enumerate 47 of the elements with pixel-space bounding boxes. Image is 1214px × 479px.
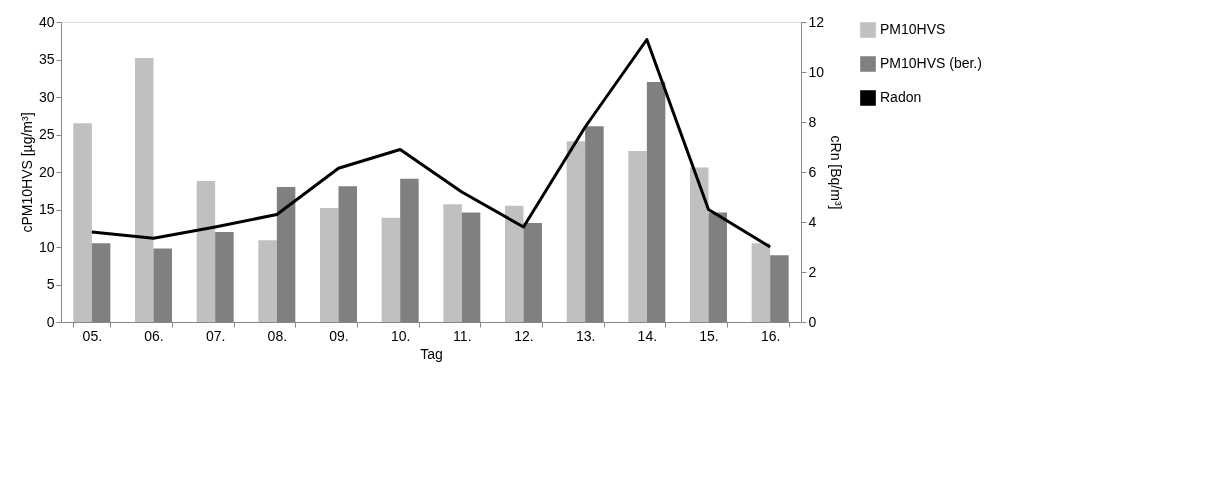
y2-tick-label: 2	[808, 263, 817, 280]
y-tick-label: 40	[38, 13, 55, 30]
x-tick-label: 15.	[699, 327, 719, 344]
y-tick-label: 10	[38, 238, 55, 255]
y2-tick-label: 4	[808, 213, 817, 230]
y-axis-title: cPM10HVS [µg/m³]	[18, 112, 35, 233]
bar	[258, 240, 277, 322]
y-tick-label: 35	[38, 51, 55, 67]
bar	[320, 208, 339, 322]
y2-tick-label: 12	[808, 13, 825, 30]
bar	[381, 217, 401, 322]
bar	[135, 58, 154, 322]
bar	[505, 205, 524, 322]
bar	[628, 151, 647, 322]
bar	[751, 243, 771, 322]
y-tick-label: 20	[38, 163, 55, 180]
bar	[73, 123, 92, 322]
x-tick-label: 09.	[329, 327, 349, 344]
y-tick-label: 0	[46, 313, 55, 330]
y2-tick-label: 6	[808, 163, 817, 180]
x-tick-label: 14.	[637, 327, 658, 344]
bar	[196, 181, 216, 322]
y2-tick-label: 8	[808, 113, 817, 130]
line-series	[90, 38, 772, 249]
x-tick-label: 12.	[514, 327, 534, 344]
x-tick-label: 13.	[575, 327, 596, 344]
bar	[566, 141, 586, 322]
x-axis-title: Tag	[420, 345, 443, 362]
x-tick-label: 10.	[390, 327, 411, 344]
x-tick-label: 08.	[267, 327, 288, 344]
legend-label: PM10HVS (ber.)	[880, 55, 982, 71]
y2-axis-title: cRn [Bq/m³]	[828, 135, 845, 210]
x-tick-label: 16.	[760, 327, 781, 344]
y-tick-label: 5	[46, 276, 55, 292]
y2-tick-label: 10	[808, 63, 825, 80]
x-tick-label: 06.	[144, 327, 164, 344]
legend-label: Radon	[880, 89, 922, 105]
x-tick-label: 11.	[453, 327, 472, 344]
y-tick-label: 15	[38, 201, 55, 217]
x-tick-label: 07.	[205, 327, 226, 344]
y-tick-label: 25	[38, 126, 55, 142]
y2-tick-label: 0	[808, 313, 817, 330]
x-tick-label: 05.	[82, 327, 103, 344]
bar	[443, 204, 462, 322]
y-tick-label: 30	[38, 88, 55, 105]
bar	[690, 167, 709, 322]
legend-label: PM10HVS	[880, 21, 946, 37]
